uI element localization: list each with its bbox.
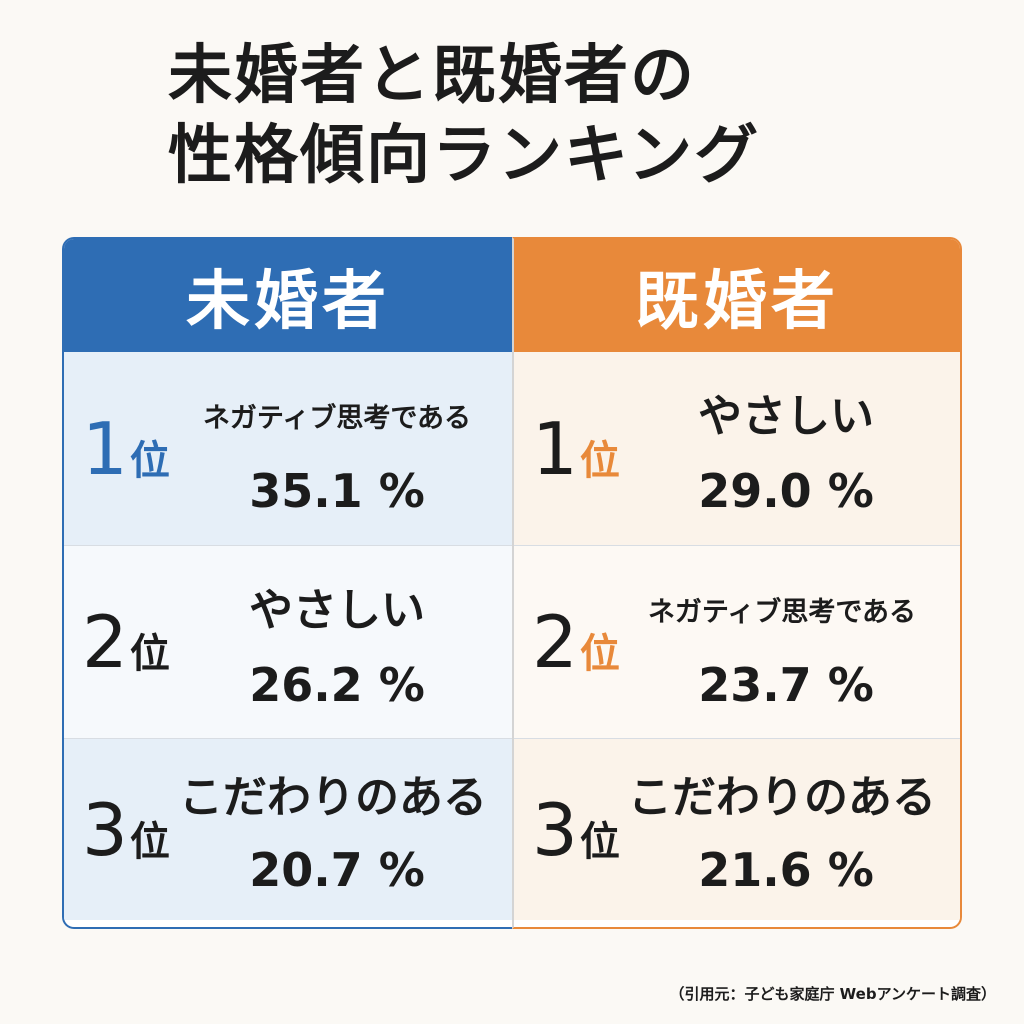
trait-label: やさしい (698, 391, 874, 442)
rank-badge: 2 位 (532, 606, 620, 678)
unmarried-header: 未婚者 (64, 239, 512, 352)
ranking-board: 未婚者 1 位 ネガティブ思考である 35.1 % 2 位 やさしい 26.2 … (62, 237, 962, 929)
title-line-2: 性格傾向ランキング (168, 119, 761, 193)
trait-label: こだわりのある (628, 772, 936, 823)
rank-badge: 2 位 (82, 606, 170, 678)
married-rank-1-row: 1 位 やさしい 29.0 % (514, 352, 960, 545)
rank-number: 3 (82, 787, 128, 872)
rank-number: 3 (532, 787, 578, 872)
trait-label: やさしい (249, 585, 425, 636)
trait-percentage: 26.2 % (249, 658, 425, 712)
rank-badge: 3 位 (532, 794, 620, 866)
trait-percentage: 29.0 % (698, 464, 874, 518)
source-citation: （引用元：子ども家庭庁 Webアンケート調査） (669, 985, 996, 1003)
rank-unit: 位 (579, 631, 620, 677)
rank-badge: 3 位 (82, 794, 170, 866)
unmarried-rank-2-row: 2 位 やさしい 26.2 % (64, 545, 512, 738)
rank-unit: 位 (129, 437, 170, 484)
unmarried-rank-3-row: 3 位 こだわりのある 20.7 % (64, 738, 512, 920)
trait-percentage: 23.7 % (698, 658, 874, 712)
trait-percentage: 35.1 % (249, 464, 425, 518)
rank-unit: 位 (129, 818, 170, 865)
trait-label: こだわりのある (179, 772, 487, 823)
trait-label: ネガティブ思考である (647, 597, 917, 628)
rank-number: 2 (532, 600, 578, 684)
married-column: 既婚者 1 位 やさしい 29.0 % 2 位 ネガティブ思考である 23.7 … (512, 237, 962, 929)
rank-unit: 位 (579, 818, 620, 865)
rank-badge: 1 位 (532, 413, 620, 485)
trait-percentage: 21.6 % (698, 843, 874, 897)
rank-unit: 位 (579, 437, 620, 484)
married-rank-3-row: 3 位 こだわりのある 21.6 % (514, 738, 960, 920)
married-rank-2-row: 2 位 ネガティブ思考である 23.7 % (514, 545, 960, 738)
unmarried-rank-1-row: 1 位 ネガティブ思考である 35.1 % (64, 352, 512, 545)
rank-number: 1 (82, 406, 128, 491)
page-title: 未婚者と既婚者の 性格傾向ランキング (168, 36, 988, 196)
unmarried-column: 未婚者 1 位 ネガティブ思考である 35.1 % 2 位 やさしい 26.2 … (62, 237, 512, 929)
rank-badge: 1 位 (82, 413, 170, 485)
title-line-1: 未婚者と既婚者の (168, 39, 696, 113)
trait-label: ネガティブ思考である (202, 403, 472, 434)
rank-unit: 位 (129, 631, 170, 677)
married-header: 既婚者 (514, 239, 960, 352)
rank-number: 2 (82, 600, 128, 684)
trait-percentage: 20.7 % (249, 843, 425, 897)
rank-number: 1 (532, 406, 578, 491)
